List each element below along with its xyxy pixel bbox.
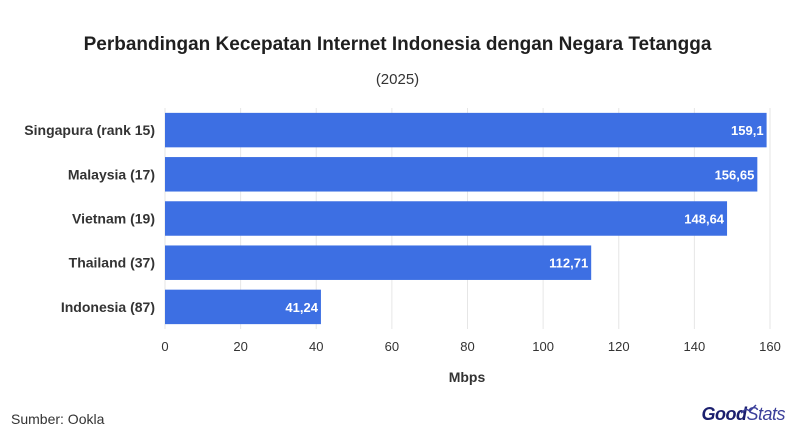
x-tick-label: 100 [532,339,554,354]
category-label: Malaysia (17) [68,166,155,182]
trend-icon [741,404,757,414]
value-labels: 159,1 156,65 148,64 112,71 41,24 [285,123,763,315]
brand-bold: Good [701,404,747,424]
x-tick-label: 140 [684,339,706,354]
x-tick-labels: 0 20 40 60 80 100 120 140 160 [161,339,780,354]
bar [165,112,767,148]
brand-light: Stats [746,404,785,424]
bar [165,201,728,236]
bar [165,289,321,325]
source-note: Sumber: Ookla [11,411,105,427]
category-label: Vietnam (19) [72,211,155,227]
chart-title: Perbandingan Kecepatan Internet Indonesi… [83,34,712,55]
bars-group [165,112,767,325]
category-label: Singapura (rank 15) [24,122,155,138]
goodstats-logo: GoodStats [701,404,785,425]
chart-subtitle: (2025) [375,71,420,88]
data-label: 112,71 [549,256,588,271]
category-label: Indonesia (87) [61,299,155,315]
x-tick-label: 60 [385,339,399,354]
bar [165,157,758,192]
category-label: Thailand (37) [69,255,155,271]
x-axis-label: Mbps [449,369,486,385]
x-tick-label: 120 [608,339,630,354]
category-labels: Singapura (rank 15) Malaysia (17) Vietnam … [24,122,155,315]
x-tick-label: 160 [759,339,781,354]
data-label: 41,24 [285,300,318,315]
x-tick-label: 0 [161,339,168,354]
data-label: 156,65 [715,167,755,182]
data-label: 148,64 [684,212,725,227]
x-tick-label: 40 [309,339,323,354]
x-tick-label: 20 [233,339,247,354]
bar [165,245,592,280]
x-tick-label: 80 [460,339,474,354]
data-label: 159,1 [731,123,764,138]
